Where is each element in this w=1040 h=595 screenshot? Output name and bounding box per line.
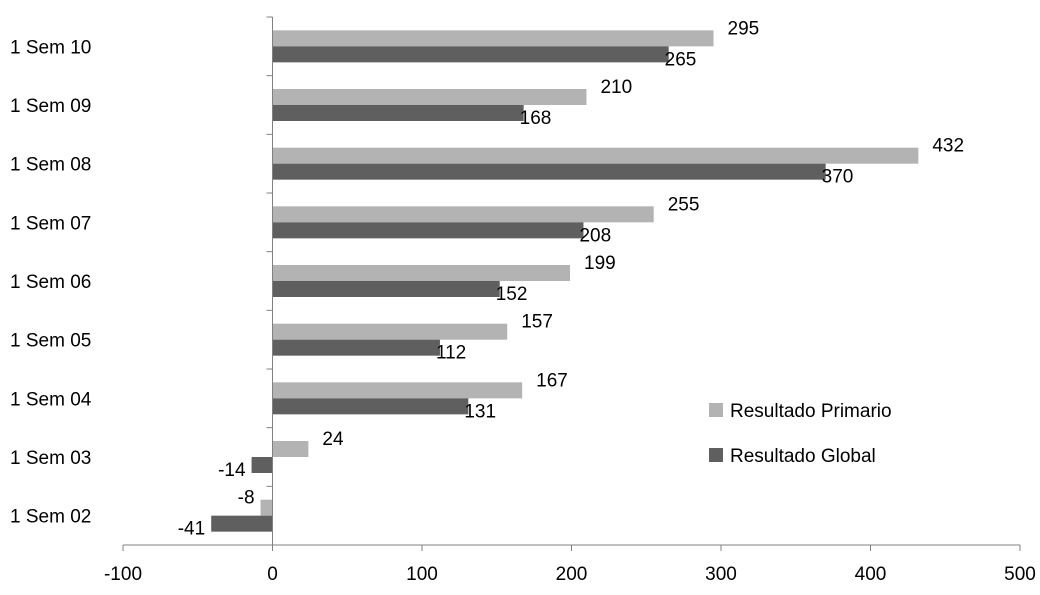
bar-resultado-global: [272, 339, 440, 356]
data-label: 199: [584, 253, 616, 274]
legend: Resultado Primario Resultado Global: [709, 401, 892, 467]
bar-resultado-primario: [272, 147, 919, 164]
data-label: 432: [932, 136, 964, 157]
bar-resultado-primario: [272, 441, 309, 457]
x-tick-label: 300: [705, 564, 737, 585]
category-label: 1 Sem 08: [10, 155, 91, 176]
data-label: 370: [822, 167, 854, 188]
bar-resultado-global: [272, 105, 524, 121]
bar-resultado-primario: [272, 206, 654, 223]
data-label: 255: [668, 194, 700, 215]
x-tick-label: 200: [556, 564, 588, 585]
x-tick-label: 400: [855, 564, 887, 585]
bar-resultado-global: [272, 163, 826, 180]
bars-layer: [211, 30, 919, 532]
legend-label: Resultado Global: [730, 446, 876, 467]
data-label: 24: [322, 429, 344, 450]
data-label: 112: [436, 343, 466, 364]
bar-resultado-primario: [260, 499, 273, 516]
data-label: 295: [728, 18, 760, 39]
bar-resultado-global: [272, 281, 500, 297]
bar-resultado-global: [272, 398, 469, 415]
x-tick-label: 0: [267, 564, 278, 585]
legend-swatch: [709, 403, 723, 417]
data-label: 131: [464, 401, 496, 422]
category-label: 1 Sem 04: [10, 389, 92, 410]
bar-resultado-global: [251, 457, 273, 473]
legend-label: Resultado Primario: [730, 401, 892, 422]
data-label: 167: [536, 370, 568, 391]
legend-swatch: [709, 448, 723, 462]
category-label: 1 Sem 09: [10, 96, 91, 117]
bar-resultado-primario: [272, 323, 508, 340]
data-label: 152: [496, 284, 528, 305]
data-label: 208: [579, 225, 611, 246]
axes-layer: [122, 16, 1021, 551]
data-label: 210: [600, 77, 632, 98]
bar-resultado-primario: [272, 30, 714, 47]
category-label: 1 Sem 07: [10, 213, 91, 234]
category-label: 1 Sem 10: [10, 37, 91, 58]
data-label: -14: [218, 460, 246, 481]
bar-resultado-primario: [272, 265, 571, 281]
category-label: 1 Sem 06: [10, 272, 91, 293]
bar-resultado-primario: [272, 89, 587, 105]
bar-resultado-global: [211, 515, 273, 532]
data-label: 265: [665, 49, 697, 70]
category-label: 1 Sem 02: [10, 507, 91, 528]
x-tick-label: 100: [406, 564, 438, 585]
x-tick-label: -100: [104, 564, 142, 585]
bar-resultado-global: [272, 222, 584, 239]
data-label: 168: [520, 108, 552, 129]
category-label: 1 Sem 03: [10, 448, 91, 469]
data-label: -41: [178, 519, 205, 540]
category-label: 1 Sem 05: [10, 331, 91, 352]
data-label: 157: [521, 312, 553, 333]
bar-resultado-primario: [272, 382, 523, 399]
x-tick-label: 500: [1004, 564, 1036, 585]
bar-resultado-global: [272, 46, 669, 63]
data-label: -8: [238, 488, 255, 509]
labels-layer: -100 0 100 200 300 400 500 1 Sem 02 -8 -41 1 Sem 0…: [10, 18, 1036, 585]
